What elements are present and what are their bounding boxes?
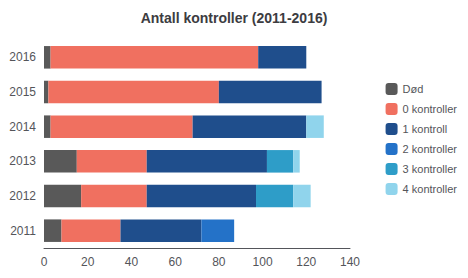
svg-text:2015: 2015: [9, 85, 36, 99]
svg-text:Antall kontroller (2011-2016): Antall kontroller (2011-2016): [141, 10, 328, 26]
svg-text:3 kontroller: 3 kontroller: [403, 163, 458, 175]
svg-text:140: 140: [340, 255, 360, 269]
svg-text:2011: 2011: [10, 224, 36, 238]
svg-text:20: 20: [81, 255, 95, 269]
svg-text:0: 0: [41, 255, 48, 269]
svg-text:2 kontroller: 2 kontroller: [403, 143, 458, 155]
svg-text:2014: 2014: [9, 120, 36, 134]
svg-text:80: 80: [212, 255, 226, 269]
svg-text:2012: 2012: [9, 189, 36, 203]
svg-text:1 kontroll: 1 kontroll: [403, 123, 448, 135]
svg-text:0 kontroller: 0 kontroller: [403, 103, 458, 115]
svg-text:2013: 2013: [9, 154, 36, 168]
svg-text:2016: 2016: [9, 50, 36, 64]
svg-text:4 kontroller: 4 kontroller: [403, 183, 458, 195]
svg-text:120: 120: [296, 255, 316, 269]
svg-text:60: 60: [168, 255, 182, 269]
svg-text:Død: Død: [403, 83, 424, 95]
svg-text:40: 40: [125, 255, 139, 269]
svg-text:100: 100: [253, 255, 273, 269]
